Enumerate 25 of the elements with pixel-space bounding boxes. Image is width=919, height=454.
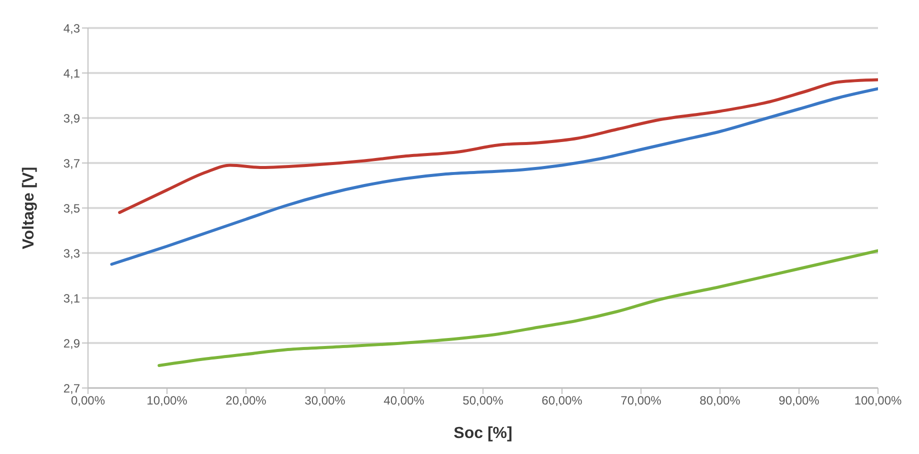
y-tick-label: 3,1 — [63, 291, 80, 306]
line-series — [118, 78, 878, 214]
y-tick-label: 4,3 — [63, 21, 80, 36]
x-tick-label: 60,00% — [542, 394, 583, 408]
x-tick-label: 10,00% — [146, 394, 188, 408]
x-tick-label: 50,00% — [462, 394, 504, 408]
y-tick-label: 3,3 — [63, 246, 80, 260]
x-tick-label: 40,00% — [384, 394, 425, 408]
x-tick-label: 20,00% — [226, 394, 267, 408]
x-tick-label: 70,00% — [620, 394, 662, 408]
y-tick-label: 4,1 — [63, 66, 80, 80]
y-tick-label: 2,9 — [63, 336, 80, 350]
line-series — [158, 249, 878, 367]
y-axis-title: Voltage [V] — [20, 166, 38, 250]
line-series — [110, 87, 878, 266]
x-axis-title: Soc [%] — [454, 425, 512, 442]
x-tick-label: 100,00% — [854, 394, 902, 408]
x-tick-label: 90,00% — [778, 394, 820, 408]
y-tick-label: 3,7 — [63, 156, 80, 170]
y-tick-label: 2,7 — [63, 381, 80, 396]
x-tick-label: 80,00% — [700, 394, 741, 408]
y-tick-label: 3,5 — [63, 201, 80, 216]
y-tick-label: 3,9 — [63, 111, 80, 126]
x-tick-label: 30,00% — [304, 394, 346, 408]
x-tick-label: 0,00% — [70, 394, 106, 408]
